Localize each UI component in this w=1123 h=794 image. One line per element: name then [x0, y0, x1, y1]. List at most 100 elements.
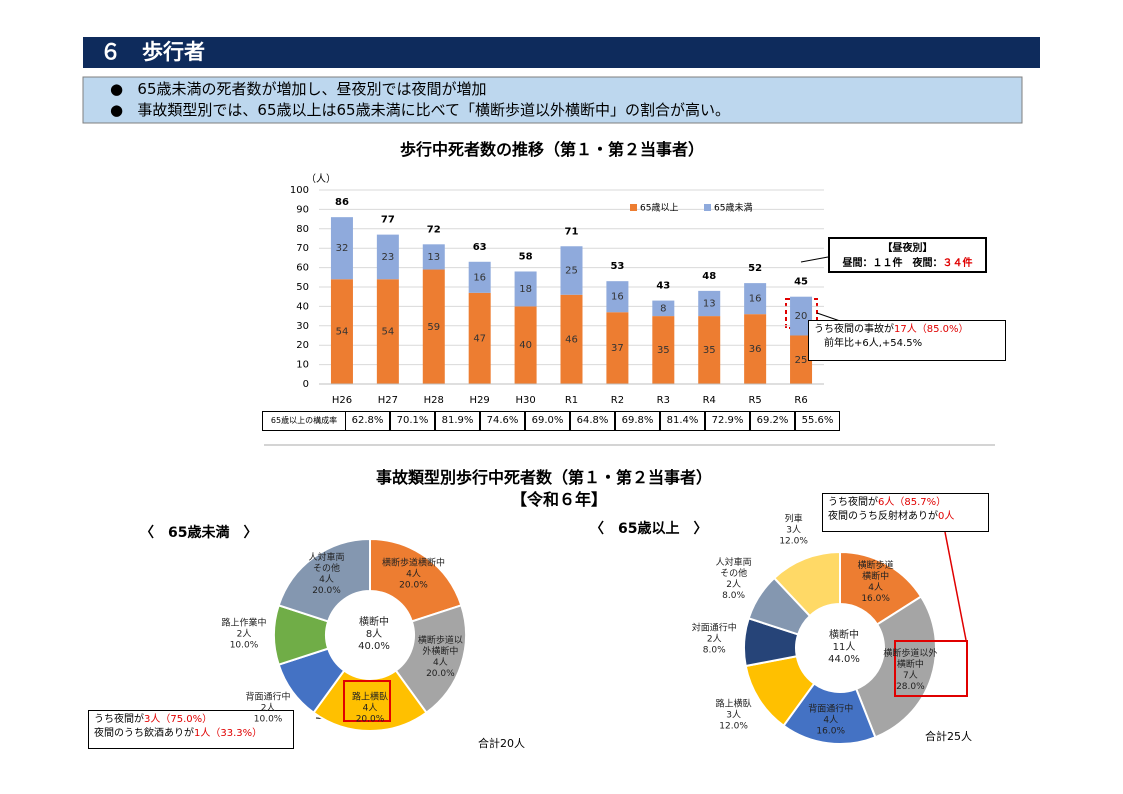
slice-value: 2人	[706, 634, 722, 645]
slice-name: 路上横臥	[715, 699, 752, 709]
callout-text: うち夜間の事故が	[814, 324, 894, 335]
table-cell: 69.2%	[750, 411, 795, 431]
slice-label: 人対車両 その他 4人 20.0%	[308, 553, 344, 597]
center-share: 44.0%	[828, 654, 860, 665]
slice-share: 10.0%	[229, 640, 259, 651]
callout: 【昼夜別】 昼間：１１件 夜間：３４件	[828, 237, 987, 273]
slice-share: 8.0%	[722, 591, 746, 602]
table-cell: 74.6%	[480, 411, 525, 431]
slice-share: 20.0%	[312, 586, 341, 597]
data-label: 54	[336, 327, 349, 338]
callout-highlight: 17人（85.0%）	[894, 324, 969, 335]
slice-value: 4人	[406, 569, 421, 580]
slice-label: 路上横臥 4人 20.0%	[352, 693, 388, 726]
data-label: 40	[519, 340, 532, 351]
slice-name: 対面通行中	[691, 623, 737, 634]
bullet-text: 事故類型別では、65歳以上は65歳未満に比べて「横断歩道以外横断中」の割合が高い…	[137, 101, 730, 119]
slice-name: 横断歩道 横断中	[857, 561, 894, 583]
bar-segment	[560, 246, 583, 295]
slice-value: 4人	[868, 583, 884, 594]
callout: うち夜間が6人（85.7%） 夜間のうち反射材ありが0人	[822, 493, 989, 532]
slice-label: 横断歩道以 外横断中 4人 20.0%	[418, 636, 463, 680]
bar-segment	[606, 281, 629, 313]
slice-label: 横断歩道横断中 4人 20.0%	[382, 559, 445, 592]
callout-text: 夜間のうち飲酒ありが	[94, 728, 194, 739]
slice-share: 10.0%	[253, 714, 283, 725]
data-label: 37	[611, 343, 624, 354]
data-label: 16	[473, 272, 486, 283]
center-name: 横断中	[829, 630, 859, 641]
callout-line: 夜間のうち飲酒ありが1人（33.3%）	[94, 727, 288, 741]
slice-value: 2人	[260, 703, 276, 714]
total-label: 77	[381, 215, 395, 226]
highlight-box	[894, 640, 968, 697]
y-tick-label: 30	[296, 321, 309, 332]
callout-line: うち夜間が3人（75.0%）	[94, 713, 288, 727]
center-value: 11人	[832, 642, 856, 653]
callout-highlight: ３４件	[942, 258, 973, 269]
callout-text: うち夜間が	[94, 714, 144, 725]
callout-highlight: 1人（33.3%）	[194, 728, 263, 739]
x-tick-label: H29	[470, 395, 490, 406]
callout-text: 昼間：１１件 夜間：	[842, 258, 943, 269]
bullet-text: 65歳未満の死者数が増加し、昼夜別では夜間が増加	[137, 80, 487, 98]
slice-share: 8.0%	[702, 645, 726, 656]
bar-segment	[652, 316, 675, 384]
data-label: 35	[657, 345, 670, 356]
total-label: 合計25人	[925, 730, 972, 743]
bar-segment	[744, 314, 767, 384]
data-label: 59	[427, 322, 440, 333]
data-label: 47	[473, 333, 486, 344]
pie-title: 〈 65歳以上 〉	[590, 521, 708, 537]
callout-highlight: 3人（75.0%）	[144, 714, 213, 725]
slice-name: 列車	[784, 514, 803, 525]
slice-value: 2人	[236, 629, 252, 640]
legend-label: 65歳未満	[714, 202, 752, 214]
callout-text: うち夜間が	[828, 497, 878, 508]
slice-value: 7人	[903, 670, 918, 681]
section-subtitle: 【令和６年】	[511, 490, 608, 509]
highlight-box	[343, 680, 391, 722]
total-label: 63	[473, 242, 487, 253]
data-label: 16	[749, 294, 762, 305]
data-label: 18	[519, 284, 532, 295]
total-label: 86	[335, 197, 349, 208]
callout-line: うち夜間が6人（85.7%）	[828, 496, 983, 510]
leader	[944, 531, 967, 641]
slice-share: 20.0%	[399, 580, 428, 591]
table-cell: 55.6%	[795, 411, 840, 431]
slice-name: 横断歩道以 外横断中	[417, 635, 463, 657]
data-label: 8	[660, 303, 666, 314]
callout-highlight: 6人（85.7%）	[878, 497, 947, 508]
y-tick-label: 90	[296, 204, 309, 215]
bar-segment	[698, 316, 721, 384]
bar-segment	[790, 296, 813, 336]
total-label: 72	[427, 224, 441, 235]
slice-label: 列車 3人 12.0%	[779, 514, 808, 547]
slice-share: 20.0%	[426, 668, 455, 679]
y-tick-label: 100	[290, 185, 309, 196]
y-tick-label: 80	[296, 224, 309, 235]
slice-label: 路上作業中 2人 10.0%	[221, 619, 266, 652]
header-bar	[83, 37, 1040, 68]
total-label: 53	[610, 261, 624, 272]
data-label: 46	[565, 334, 578, 345]
total-label: 合計20人	[478, 737, 525, 750]
y-tick-label: 70	[296, 243, 309, 254]
slice-label: 背面通行中 4人 16.0%	[808, 705, 853, 738]
data-label: 54	[381, 327, 394, 338]
x-tick-label: R1	[565, 395, 578, 406]
table-cell: 72.9%	[705, 411, 750, 431]
bar-segment	[560, 294, 583, 384]
bar-segment	[330, 217, 353, 280]
table-cell: 70.1%	[390, 411, 435, 431]
callout-text: 前年比+6人,+54.5%	[824, 338, 923, 349]
slice-value: 4人	[433, 657, 448, 668]
legend-swatch	[630, 204, 637, 211]
bullet: ● 事故類型別では、65歳以上は65歳未満に比べて「横断歩道以外横断中」の割合が…	[110, 101, 730, 119]
bar-segment	[376, 234, 399, 280]
data-label: 32	[336, 243, 349, 254]
table-cell: 81.4%	[660, 411, 705, 431]
table-cell: 64.8%	[570, 411, 615, 431]
